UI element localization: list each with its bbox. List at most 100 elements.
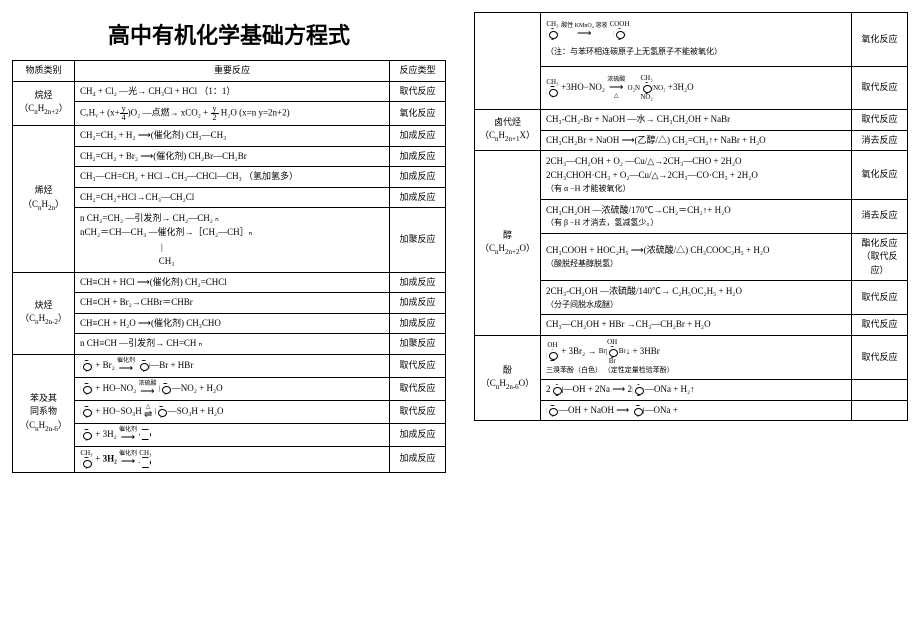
type-cell: 加成反应	[390, 446, 446, 472]
col-type: 反应类型	[390, 61, 446, 82]
rxn-cell: CH₃ +3HO−NO₂ 浓硫酸⟶△ CH₃O₂NNO₂NO₂ +3H₂O	[540, 67, 851, 110]
rxn-cell: n CH₂=CH₂ —引发剂→ CH₂—CH₂ ₙ nCH₂＝CH—CH₃ —催…	[75, 208, 390, 273]
table-row: CH₂=CH₂+HCl→CH₃—CH₂Cl 加成反应	[13, 187, 446, 208]
header-row: 物质类别 重要反应 反应类型	[13, 61, 446, 82]
rxn-cell: CₓHᵧ + (x+y4)O₂ —点燃→ xCO₂ + y2 H₂O (x=n …	[75, 102, 390, 126]
benzene-icon	[546, 405, 559, 417]
rxn-cell: CH₄ + Cl₂ —光→ CH₃Cl + HCl （1：1）	[75, 81, 390, 102]
table-row: CH≡CH + Br₂→CHBr＝CHBr 加成反应	[13, 293, 446, 314]
table-row: 烯烃（CnH2n） CH₂=CH₂ + H₂ ⟶(催化剂) CH₃—CH₃ 加成…	[13, 126, 446, 147]
type-cell: 氧化反应	[852, 13, 908, 67]
table-row: + HO−SO₃H △⇌ —SO₃H + H₂O 取代反应	[13, 400, 446, 423]
benzoic-acid-icon: COOH	[610, 21, 630, 40]
type-cell: 取代反应	[852, 315, 908, 336]
rxn-cell: CH₃ + 3H₂ 催化剂⟶ CH₃	[75, 446, 390, 472]
table-row: 酚（CnH2n-6O） OH + 3Br₂ → OHBrBrBr↓ + 3HBr…	[475, 335, 908, 379]
right-table: CH₃ 酸性 KMnO₄ 溶液⟶ COOH （注：与苯环相连碳原子上无氢原子不能…	[474, 12, 908, 421]
type-cell: 加成反应	[390, 313, 446, 334]
type-cell: 取代反应	[390, 354, 446, 377]
tribromophenol-icon: OHBrBrBr	[599, 339, 626, 365]
type-cell: 加聚反应	[390, 334, 446, 355]
table-row: CH₃ + 3H₂ 催化剂⟶ CH₃ 加成反应	[13, 446, 446, 472]
rxn-cell: CH₂=CH₂+HCl→CH₃—CH₂Cl	[75, 187, 390, 208]
toluene-icon: CH₃	[546, 79, 559, 98]
rxn-cell: —OH + NaOH ⟶ —ONa +	[540, 400, 851, 421]
cat-benzene: 苯及其同系物（CnH2n-6）	[13, 354, 75, 472]
rxn-cell: OH + 3Br₂ → OHBrBrBr↓ + 3HBr 三溴苯酚（白色） （定…	[540, 335, 851, 379]
rxn-cell: CH₃CH₂OH —浓硫酸/170℃→CH₂＝CH₂↑+ H₂O （有 β −H…	[540, 199, 851, 233]
type-cell: 加成反应	[390, 146, 446, 167]
benzene-icon	[155, 406, 168, 418]
benzene-icon	[80, 406, 93, 418]
page-title: 高中有机化学基础方程式	[12, 18, 446, 50]
benzene-icon	[80, 429, 93, 441]
left-table: 物质类别 重要反应 反应类型 烷烃（CnH2n+2） CH₄ + Cl₂ —光→…	[12, 60, 446, 473]
table-row: CH≡CH + H₂O ⟶(催化剂) CH₃CHO 加成反应	[13, 313, 446, 334]
arrow-icon: 催化剂⟶	[119, 451, 137, 467]
cat-alkane: 烷烃（CnH2n+2）	[13, 81, 75, 126]
fraction: y4	[120, 105, 128, 122]
rxn-cell: CH₃COOH + HOC₂H₅ ⟶(浓硫酸/△) CH₃COOC₂H₅ + H…	[540, 233, 851, 281]
benzene-icon	[550, 384, 563, 396]
type-cell: 氧化反应	[852, 151, 908, 200]
type-cell: 取代反应	[390, 377, 446, 400]
benzene-icon	[137, 360, 150, 372]
type-cell: 取代反应	[852, 67, 908, 110]
type-cell: 加成反应	[390, 126, 446, 147]
cat-haloalkane: 卤代烃（CnH2n+1X）	[475, 110, 541, 151]
type-cell	[852, 400, 908, 421]
type-cell: 加成反应	[390, 167, 446, 188]
rxn-cell: CH≡CH + HCl ⟶(催化剂) CH₂=CHCl	[75, 272, 390, 293]
methylcyclohexane-icon: CH₃	[139, 450, 151, 468]
rxn-cell: + HO−SO₃H △⇌ —SO₃H + H₂O	[75, 400, 390, 423]
fraction: y2	[211, 105, 219, 122]
col-category: 物质类别	[13, 61, 75, 82]
type-cell: 氧化反应	[390, 102, 446, 126]
rxn-cell: 2CH₃-CH₂OH —浓硫酸/140℃→ C₂H₅OC₂H₅ + H₂O （分…	[540, 281, 851, 315]
type-cell	[852, 380, 908, 401]
type-cell: 取代反应	[852, 335, 908, 379]
table-row: 苯及其同系物（CnH2n-6） + Br₂ 催化剂⟶ —Br + HBr 取代反…	[13, 354, 446, 377]
tnt-icon: CH₃O₂NNO₂NO₂	[628, 75, 666, 101]
type-cell: 加成反应	[390, 272, 446, 293]
rxn-cell: 2—OH + 2Na ⟶ 2—ONa + H₂↑	[540, 380, 851, 401]
table-row: 卤代烃（CnH2n+1X） CH₃-CH₂-Br + NaOH —水→ CH₃C…	[475, 110, 908, 131]
rxn-cell: CH₃-CH₂-Br + NaOH —水→ CH₃CH₂OH + NaBr	[540, 110, 851, 131]
type-cell: 取代反应	[852, 281, 908, 315]
rxn-cell: CH₃—CH=CH₂ + HCl→CH₃—CHCl—CH₃ （氢加氢多）	[75, 167, 390, 188]
table-row: CH₃ 酸性 KMnO₄ 溶液⟶ COOH （注：与苯环相连碳原子上无氢原子不能…	[475, 13, 908, 67]
table-row: 烷烃（CnH2n+2） CH₄ + Cl₂ —光→ CH₃Cl + HCl （1…	[13, 81, 446, 102]
type-cell: 加聚反应	[390, 208, 446, 273]
arrow-icon: 浓硫酸⟶	[138, 381, 156, 397]
type-cell: 酯化反应（取代反应）	[852, 233, 908, 281]
arrow-icon: △⇌	[144, 404, 152, 420]
right-column: CH₃ 酸性 KMnO₄ 溶液⟶ COOH （注：与苯环相连碳原子上无氢原子不能…	[474, 12, 908, 625]
type-cell: 取代反应	[852, 110, 908, 131]
cat-benzene-cont	[475, 13, 541, 110]
rxn-cell: CH₂=CH₂ + H₂ ⟶(催化剂) CH₃—CH₃	[75, 126, 390, 147]
benzene-icon	[632, 384, 645, 396]
toluene-icon: CH₃	[546, 21, 559, 40]
rxn-cell: + HO–NO₂ 浓硫酸⟶ —NO₂ + H₂O	[75, 377, 390, 400]
rxn-cell: 2CH₃—CH₂OH + O₂ —Cu/△→2CH₃—CHO + 2H₂O 2C…	[540, 151, 851, 200]
toluene-icon: CH₃	[80, 450, 93, 469]
table-row: 炔烃（CnH2n-2） CH≡CH + HCl ⟶(催化剂) CH₂=CHCl …	[13, 272, 446, 293]
rxn-cell: n CH≡CH —引发剂→ CH=CH ₙ	[75, 334, 390, 355]
benzene-icon	[631, 405, 644, 417]
arrow-icon: 催化剂⟶	[119, 427, 137, 443]
table-row: CₓHᵧ + (x+y4)O₂ —点燃→ xCO₂ + y2 H₂O (x=n …	[13, 102, 446, 126]
table-row: + HO–NO₂ 浓硫酸⟶ —NO₂ + H₂O 取代反应	[13, 377, 446, 400]
rxn-cell: + 3H₂ 催化剂⟶	[75, 423, 390, 446]
rxn-cell: CH₃—CH₂OH + HBr →CH₃—CH₂Br + H₂O	[540, 315, 851, 336]
type-cell: 加成反应	[390, 187, 446, 208]
type-cell: 加成反应	[390, 423, 446, 446]
arrow-icon: 酸性 KMnO₄ 溶液⟶	[561, 23, 607, 39]
phenol-icon: OH	[546, 342, 559, 361]
rxn-cell: + Br₂ 催化剂⟶ —Br + HBr	[75, 354, 390, 377]
cat-alcohol: 醇（CnH2n+2O）	[475, 151, 541, 336]
arrow-icon: 浓硫酸⟶△	[607, 77, 625, 99]
type-cell: 消去反应	[852, 199, 908, 233]
cat-alkene: 烯烃（CnH2n）	[13, 126, 75, 273]
cat-alkyne: 炔烃（CnH2n-2）	[13, 272, 75, 354]
rxn-cell: CH≡CH + Br₂→CHBr＝CHBr	[75, 293, 390, 314]
